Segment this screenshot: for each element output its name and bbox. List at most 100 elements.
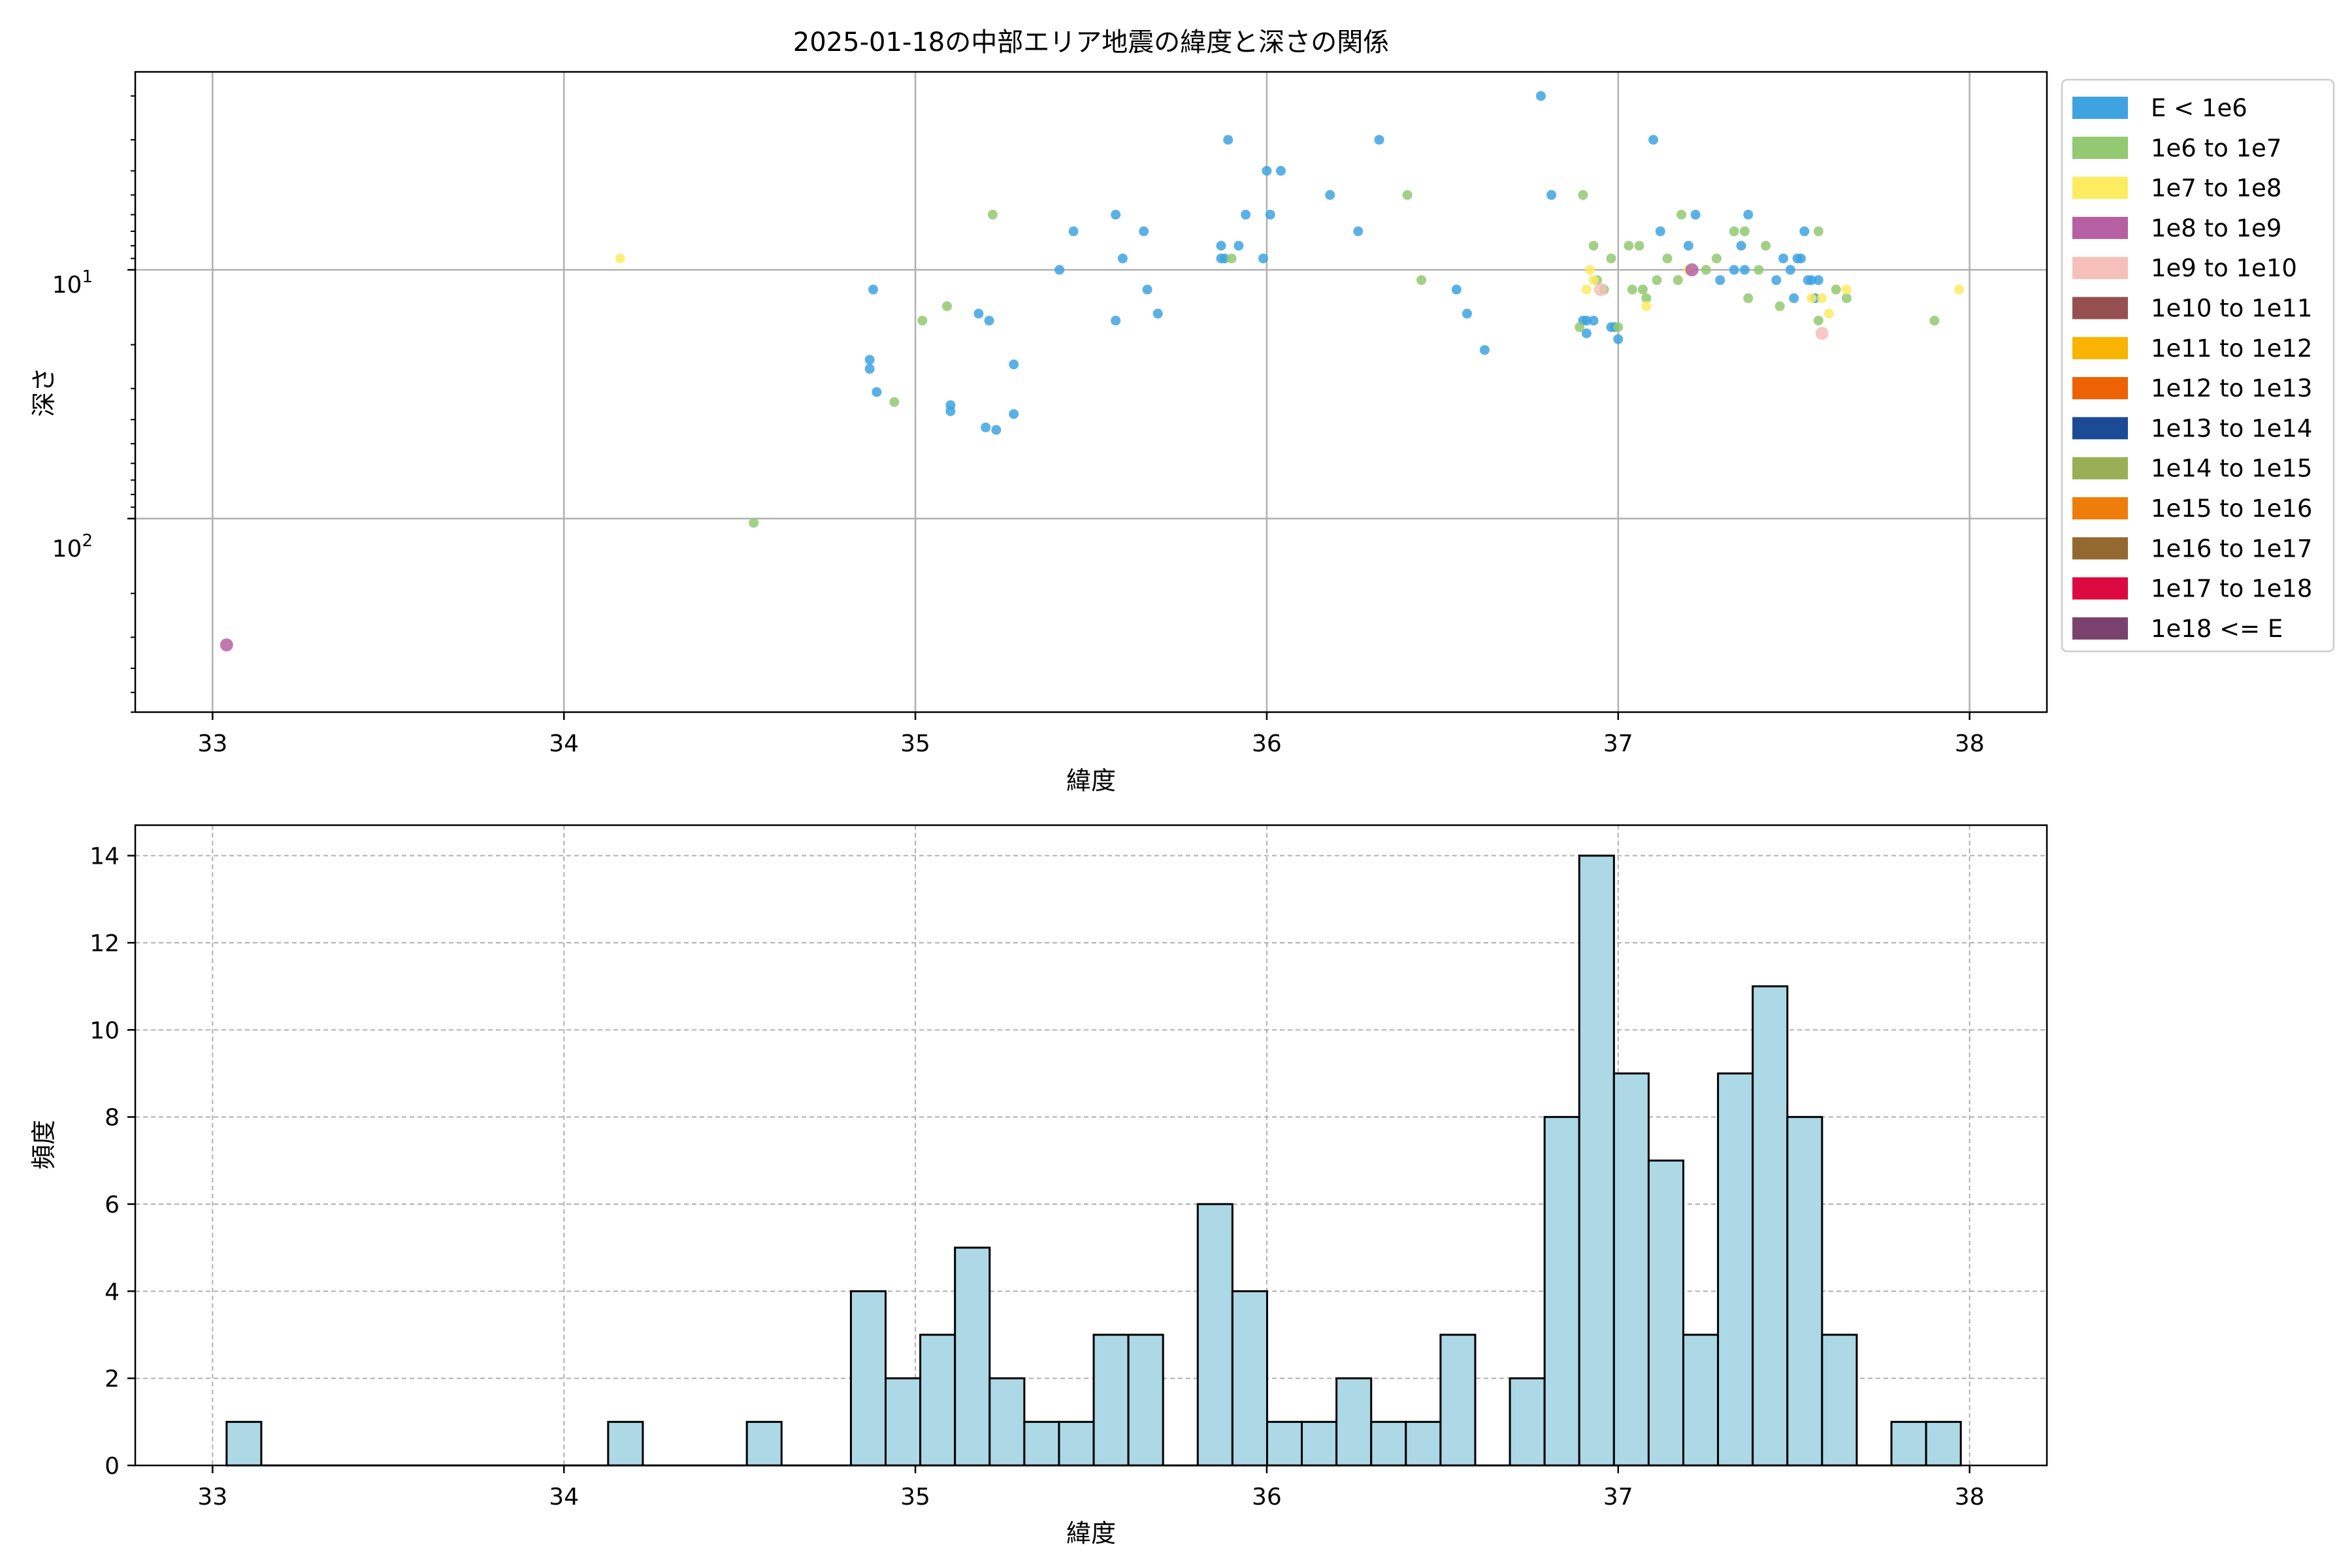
legend-swatch <box>2072 216 2128 239</box>
scatter-point <box>1588 316 1599 326</box>
scatter-point <box>1685 263 1699 277</box>
legend-swatch <box>2072 417 2128 440</box>
scatter-point <box>1111 316 1121 326</box>
scatter-point <box>864 355 875 365</box>
scatter-point <box>1139 226 1149 237</box>
scatter-point <box>973 308 984 319</box>
scatter-point <box>1739 226 1750 237</box>
scatter-point <box>1009 409 1019 419</box>
histogram-bar <box>988 1377 1026 1467</box>
histogram-bar <box>1301 1420 1338 1467</box>
histogram-bar <box>1786 1116 1823 1467</box>
histogram-x-tick-label: 34 <box>549 1484 579 1511</box>
scatter-point <box>1226 253 1237 264</box>
scatter-point <box>1241 210 1251 220</box>
histogram-bar <box>919 1333 956 1467</box>
scatter-point <box>1641 301 1652 312</box>
scatter-point <box>1624 240 1634 251</box>
legend-label: E < 1e6 <box>2151 94 2247 122</box>
scatter-y-ticks: 101 102 <box>52 95 135 713</box>
scatter-point <box>1813 226 1823 237</box>
histogram-bar <box>954 1247 991 1467</box>
scatter-point <box>1795 253 1806 264</box>
histogram-bar <box>1821 1333 1858 1467</box>
scatter-point <box>1929 316 1940 326</box>
legend-label: 1e9 to 1e10 <box>2151 254 2297 282</box>
histogram-bar <box>1439 1333 1477 1467</box>
scatter-x-tick-label: 35 <box>900 730 930 757</box>
scatter-point <box>1662 253 1673 264</box>
scatter-point <box>1479 345 1490 355</box>
scatter-point <box>1634 240 1644 251</box>
scatter-x-tick-label: 38 <box>1955 730 1985 757</box>
histogram-y-ticks: 0 2 4 6 8 10 12 14 <box>90 843 135 1480</box>
histogram-y-tick-label: 14 <box>90 843 120 870</box>
scatter-point <box>941 301 952 312</box>
scatter-point <box>749 517 759 528</box>
histogram-bar <box>1092 1333 1130 1467</box>
legend-label: 1e6 to 1e7 <box>2151 134 2281 162</box>
histogram-bar <box>1196 1203 1233 1467</box>
histogram-bar <box>1266 1420 1303 1467</box>
scatter-point <box>1729 265 1739 275</box>
scatter-point <box>1578 189 1588 200</box>
scatter-point <box>872 387 882 397</box>
legend-label: 1e11 to 1e12 <box>2151 335 2312 363</box>
scatter-point <box>1462 308 1473 319</box>
scatter-point <box>1593 283 1607 297</box>
histogram-bar <box>225 1420 263 1467</box>
scatter-point <box>1824 308 1835 319</box>
histogram-bar <box>1752 985 1789 1467</box>
histogram-bar <box>1509 1377 1546 1467</box>
scatter-point <box>1813 316 1823 326</box>
scatter-axes-frame <box>134 71 2048 713</box>
histogram-y-tick-label: 0 <box>105 1453 120 1480</box>
legend-label: 1e14 to 1e15 <box>2151 455 2312 483</box>
histogram-x-axis-label: 緯度 <box>1066 1519 1116 1548</box>
legend-label: 1e12 to 1e13 <box>2151 374 2312 402</box>
scatter-point <box>1754 265 1764 275</box>
histogram-panel: 33 34 35 36 37 38 0 2 4 6 8 10 12 14 緯度 頻度 <box>29 824 2048 1548</box>
scatter-point <box>1690 210 1701 220</box>
histogram-bar <box>1647 1159 1685 1467</box>
scatter-point <box>1613 334 1624 344</box>
scatter-point <box>1841 293 1852 303</box>
legend-items: E < 1e6 1e6 to 1e7 1e7 to 1e8 1e8 to 1e9 1e9… <box>2072 94 2312 643</box>
legend-swatch <box>2072 617 2128 640</box>
legend-frame <box>2061 78 2335 653</box>
legend-label: 1e10 to 1e11 <box>2151 295 2312 323</box>
scatter-point <box>1054 265 1065 275</box>
scatter-point <box>1216 240 1226 251</box>
scatter-point <box>1374 135 1384 145</box>
scatter-point <box>1546 189 1557 200</box>
scatter-point <box>1711 253 1722 264</box>
histogram-bar <box>607 1420 644 1467</box>
scatter-point <box>1743 210 1754 220</box>
scatter-point <box>1715 275 1725 286</box>
scatter-title: 2025-01-18の中部エリア地震の緯度と深さの関係 <box>793 27 1389 57</box>
scatter-point <box>615 253 625 264</box>
histogram-x-ticks: 33 34 35 36 37 38 <box>197 1465 1985 1511</box>
scatter-point <box>1581 328 1592 338</box>
legend-swatch <box>2072 336 2128 359</box>
scatter-point <box>1841 284 1852 295</box>
legend-label: 1e18 <= E <box>2151 615 2283 643</box>
histogram-y-tick-label: 8 <box>105 1105 120 1132</box>
histogram-y-tick-label: 6 <box>105 1192 120 1218</box>
histogram-bar <box>1405 1420 1442 1467</box>
scatter-point <box>1402 189 1413 200</box>
legend-swatch <box>2072 176 2128 199</box>
scatter-point <box>220 638 233 652</box>
scatter-point <box>1325 189 1335 200</box>
scatter-point <box>1701 265 1711 275</box>
scatter-point <box>1009 359 1019 370</box>
y-tick-label-10: 101 <box>52 267 93 299</box>
legend-swatch <box>2072 457 2128 480</box>
legend-swatch <box>2072 297 2128 319</box>
scatter-x-tick-label: 36 <box>1252 730 1282 757</box>
scatter-point <box>1648 135 1659 145</box>
scatter-gridlines <box>135 72 2047 712</box>
scatter-point <box>1831 284 1841 295</box>
scatter-point <box>1729 226 1739 237</box>
